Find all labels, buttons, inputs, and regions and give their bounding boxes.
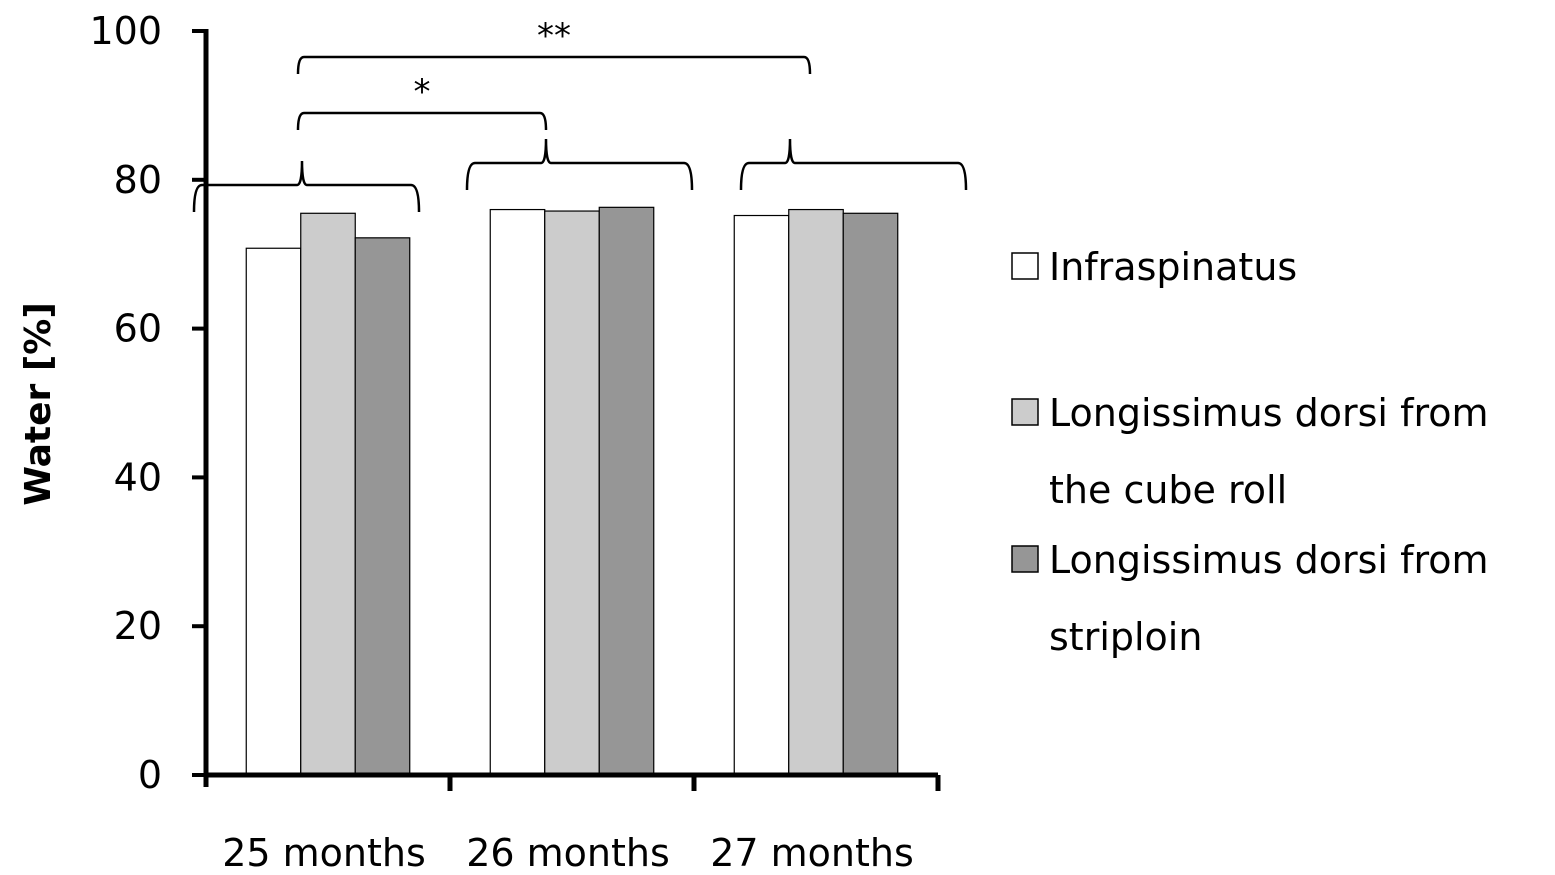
legend-label-1-line-1: Infraspinatus — [1049, 245, 1297, 289]
bar-2-3 — [598, 206, 655, 776]
significance-label-2: ** — [537, 16, 571, 56]
legend-label-3-line-2: striploin — [1049, 615, 1202, 659]
significance-label-1: * — [414, 72, 431, 112]
bar-3-3 — [842, 212, 899, 776]
y-tick-label-100: 100 — [89, 9, 162, 53]
bar-2-2 — [544, 210, 600, 776]
x-tick-label-3: 27 months — [710, 831, 914, 875]
bar-1-2 — [300, 212, 356, 776]
y-tick-label-20: 20 — [114, 604, 162, 648]
significance-bracket-2 — [296, 55, 812, 75]
y-tick-label-40: 40 — [114, 455, 162, 499]
legend: Infraspinatus Longissimus dorsi from the c… — [1011, 245, 1489, 659]
legend-label-3-line-1: Longissimus dorsi from — [1049, 538, 1489, 582]
plot-area: 0 20 40 60 80 100 25 months 26 months 27 months *… — [89, 9, 968, 875]
y-axis-title: Water [%] — [18, 302, 59, 506]
legend-swatch-1 — [1011, 252, 1039, 280]
group-brace-1 — [192, 160, 421, 213]
legend-swatch-3 — [1011, 545, 1039, 573]
group-brace-2 — [465, 138, 694, 191]
x-tick-label-1: 25 months — [222, 831, 426, 875]
legend-label-2-line-2: the cube roll — [1049, 468, 1287, 512]
x-tick-label-2: 26 months — [466, 831, 670, 875]
y-tick-label-60: 60 — [114, 307, 162, 351]
bar-1-1 — [245, 247, 302, 776]
bar-3-1 — [733, 214, 790, 776]
legend-swatch-2 — [1011, 398, 1039, 426]
bar-3-2 — [788, 208, 844, 776]
bar-1-3 — [354, 237, 411, 776]
group-brace-3 — [739, 138, 968, 191]
significance-bracket-1 — [296, 111, 548, 131]
bar-2-1 — [489, 208, 546, 776]
y-tick-label-80: 80 — [114, 158, 162, 202]
y-tick-label-0: 0 — [138, 753, 162, 797]
legend-label-2-line-1: Longissimus dorsi from — [1049, 391, 1489, 435]
